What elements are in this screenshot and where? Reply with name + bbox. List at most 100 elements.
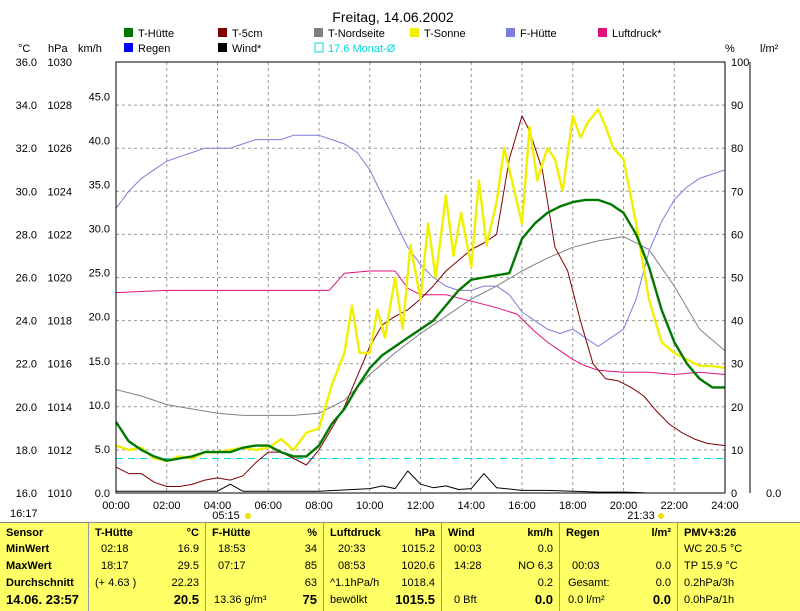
regen-max-val: 0.0 [655,560,671,572]
legend-label: Regen [138,43,170,55]
now-label: 14.06. 23:57 [6,592,80,607]
temp-tick-label: 20.0 [16,402,37,414]
wind-max-time: 14:28 [454,560,482,572]
legend-item: T-Hütte [124,28,174,40]
luftdruck-block: Luftdruck hPa 20:33 1015.2 08:53 1020.6 ^1.… [323,523,441,611]
f-huette-block: F-Hütte% 18:53 34 07:17 85 63 13.36 g/m³ 75 [205,523,323,611]
pressure-unit-label: hPa [48,43,68,55]
wind-min-time: 00:03 [454,543,482,555]
humidity-tick-label: 10 [731,445,743,457]
temp-tick-label: 36.0 [16,57,37,69]
humidity-tick-label: 70 [731,186,743,198]
t-huette-header: T-Hütte [95,527,133,539]
pressure-tick-label: 1014 [48,402,72,414]
legend-swatch [598,28,607,37]
wind-tick-label: 30.0 [89,224,110,236]
wind-tick-label: 10.0 [89,400,110,412]
luftdruck-unit: hPa [414,527,435,539]
pmv-line3: 0.2hPa/3h [684,577,735,589]
pmv-line4: 0.0hPa/1h [684,594,735,606]
legend-swatch [124,43,133,52]
humidity-tick-label: 0 [731,488,737,500]
wind-unit: km/h [527,527,553,539]
wind-max-val: NO 6.3 [518,560,553,572]
wind-tick-label: 45.0 [89,91,110,103]
regen-now-val: 0.0 [652,592,671,607]
legend-item: T-Sonne [410,28,466,40]
f-huette-max-val: 85 [304,560,317,572]
legend-swatch [506,28,515,37]
legend-item: Luftdruck* [598,28,662,40]
series-wind [116,470,725,494]
wind-min-val: 0.0 [537,543,553,555]
humidity-tick-label: 90 [731,100,743,112]
avg-label: Durchschnitt [6,577,74,589]
legend: T-Hütte T-5cm T-Nordseite T-Sonne F-Hütte Luf… [124,28,662,55]
wind-tick-label: 40.0 [89,135,110,147]
legend-item: F-Hütte [506,28,557,40]
humidity-tick-label: 40 [731,316,743,328]
luftdruck-max-time: 08:53 [338,560,366,572]
t-huette-unit: °C [186,527,199,539]
temp-unit-label: °C [18,43,30,55]
wind-block: Wind km/h 00:03 0.0 14:28 NO 6.3 0.2 0 Bft 0… [441,523,559,611]
legend-item: 17.6 Monat-Ø [314,42,396,55]
wind-tick-label: 25.0 [89,268,110,280]
series-f-h-tte [115,134,726,347]
pressure-tick-label: 1010 [48,488,72,500]
legend-swatch [410,28,419,37]
x-tick-label: 10:00 [356,500,384,512]
chart-title: Freitag, 14.06.2002 [332,9,454,25]
grid [116,62,725,493]
f-huette-header: F-Hütte [212,527,251,539]
luftdruck-header: Luftdruck [330,527,381,539]
luftdruck-now-val: 1015.5 [395,592,435,607]
pressure-tick-label: 1022 [48,229,72,241]
sunset-label: 21:33 [627,510,655,520]
f-huette-now-val: 75 [302,592,317,607]
sunrise-marker [245,513,251,519]
pressure-tick-label: 1026 [48,143,72,155]
pmv-line1: WC 20.5 °C [684,543,743,555]
regen-max-time: 00:03 [572,560,600,572]
x-tick-label: 16:00 [508,500,536,512]
legend-label: Luftdruck* [612,28,662,40]
pmv-block: PMV+3:26 WC 20.5 °C TP 15.9 °C 0.2hPa/3h… [677,523,800,611]
pressure-tick-label: 1018 [48,316,72,328]
pressure-tick-label: 1030 [48,57,72,69]
luftdruck-max-val: 1020.6 [401,560,435,572]
legend-label: F-Hütte [520,28,557,40]
legend-label: T-Nordseite [328,28,385,40]
f-huette-max-time: 07:17 [218,560,246,572]
x-tick-label: 14:00 [457,500,485,512]
f-huette-now-note: 13.36 g/m³ [214,594,267,606]
regen-unit: l/m² [651,527,671,539]
luftdruck-avg-note: ^1.1hPa/h [330,577,380,589]
legend-swatch [124,28,133,37]
wind-now-note: 0 Bft [454,594,477,606]
sunrise-label: 05:15 [212,510,240,520]
temp-tick-label: 24.0 [16,316,37,328]
wind-tick-label: 0.0 [95,488,110,500]
t-huette-block: T-Hütte °C 02:18 16.9 18:17 29.5 (+ 4.63 ) 2… [88,523,205,611]
plot-frame [115,61,726,494]
regen-avg-note: Gesamt: [568,577,610,589]
temp-tick-label: 32.0 [16,143,37,155]
temp-tick-label: 34.0 [16,100,37,112]
luftdruck-min-val: 1015.2 [401,543,435,555]
axes: 16.0 18.0 20.0 22.0 24.0 26.0 28.0 30.0 32.0 34.0… [16,57,782,512]
weather-chart: Freitag, 14.06.2002 °C hPa km/h % l/m² T… [10,9,782,520]
legend-item: Regen [124,43,170,55]
pressure-tick-label: 1012 [48,445,72,457]
legend-label: T-5cm [232,28,263,40]
wind-avg-val: 0.2 [537,577,553,589]
pressure-tick-label: 1024 [48,186,72,198]
wind-tick-label: 35.0 [89,180,110,192]
x-tick-label: 24:00 [711,500,739,512]
luftdruck-avg-val: 1018.4 [401,577,435,589]
series-luftdruck [115,270,726,375]
t-huette-min-val: 16.9 [177,543,199,555]
regen-now-note: 0.0 l/m² [568,594,605,606]
x-tick-label: 06:00 [254,500,282,512]
luftdruck-min-time: 20:33 [338,543,366,555]
